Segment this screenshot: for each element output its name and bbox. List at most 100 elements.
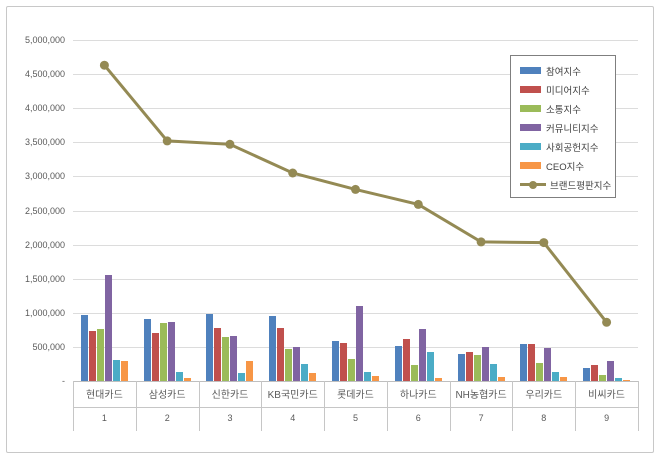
category-rank-label: 6 [415, 413, 421, 423]
legend-item-커뮤니티지수: 커뮤니티지수 [520, 118, 615, 137]
bar-미디어지수 [528, 344, 536, 381]
bar-CEO지수 [434, 377, 442, 381]
category-separator [198, 381, 200, 431]
bar-소통지수 [348, 358, 355, 381]
category-separator [73, 381, 74, 431]
chart-outer-border [6, 6, 654, 453]
bar-CEO지수 [120, 360, 128, 381]
category-rank-label: 7 [478, 413, 484, 423]
bar-미디어지수 [465, 352, 473, 381]
legend-line-marker-icon [520, 180, 546, 189]
category-label: 삼성카드 [148, 390, 186, 401]
category-rank-label: 4 [290, 413, 296, 423]
y-gridline [73, 244, 638, 246]
y-axis-tick-label: 2,000,000 [24, 239, 65, 250]
bar-커뮤니티지수 [356, 306, 363, 381]
bar-커뮤니티지수 [607, 361, 615, 381]
bar-CEO지수 [623, 379, 631, 381]
line-marker [162, 136, 172, 146]
line-marker [99, 60, 109, 70]
y-gridline [73, 40, 638, 41]
legend-item-브랜드평판지수: 브랜드평판지수 [520, 175, 615, 194]
y-axis-tick-label: 4,000,000 [24, 103, 65, 114]
category-rank-label: 1 [101, 413, 107, 423]
legend-item-CEO지수: CEO지수 [520, 156, 615, 175]
legend-item-소통지수: 소통지수 [520, 99, 615, 118]
bar-CEO지수 [183, 378, 191, 381]
y-axis-tick-label: 1,000,000 [24, 307, 65, 318]
category-separator [135, 381, 137, 431]
category-label: 롯데카드 [337, 390, 374, 401]
bar-사회공헌지수 [552, 371, 560, 381]
y-gridline [73, 278, 638, 280]
bar-소통지수 [222, 337, 230, 381]
category-rank-label: 3 [227, 413, 233, 423]
x-axis-line [73, 381, 638, 382]
y-gridline [73, 210, 638, 212]
bar-참여지수 [143, 318, 151, 381]
legend-marker-icon [529, 180, 537, 189]
bar-커뮤니티지수 [167, 321, 175, 381]
bar-사회공헌지수 [489, 363, 497, 381]
category-label: 현대카드 [85, 390, 123, 401]
line-marker [351, 184, 360, 194]
category-level-divider [73, 407, 638, 408]
legend-item-사회공헌지수: 사회공헌지수 [520, 137, 615, 156]
bar-미디어지수 [277, 327, 285, 381]
bar-소통지수 [599, 374, 607, 381]
y-axis-tick-label: 500,000 [32, 341, 65, 352]
legend-swatch-icon [520, 143, 541, 150]
line-marker [413, 199, 423, 209]
bar-CEO지수 [560, 376, 568, 381]
bar-CEO지수 [309, 372, 317, 381]
bar-미디어지수 [402, 338, 410, 381]
category-separator [261, 381, 263, 431]
y-axis-tick-label: 1,500,000 [24, 273, 65, 284]
bar-소통지수 [159, 323, 167, 381]
bar-CEO지수 [246, 361, 254, 381]
y-axis-tick-label: - [62, 376, 65, 386]
bar-커뮤니티지수 [544, 348, 552, 381]
category-separator [324, 381, 326, 431]
legend-label: 커뮤니티지수 [546, 123, 599, 135]
bar-미디어지수 [151, 332, 159, 381]
bar-커뮤니티지수 [230, 336, 238, 381]
category-label: 비씨카드 [588, 390, 625, 401]
bar-사회공헌지수 [301, 363, 309, 381]
y-axis-tick-label: 2,500,000 [24, 205, 65, 216]
category-rank-label: 9 [604, 413, 610, 423]
bar-커뮤니티지수 [104, 274, 112, 381]
legend-swatch-icon [520, 162, 541, 169]
category-label: NH농협카드 [455, 390, 507, 401]
bar-미디어지수 [88, 330, 96, 381]
bar-소통지수 [473, 354, 481, 381]
category-rank-label: 8 [541, 413, 547, 423]
bar-참여지수 [583, 368, 591, 381]
bar-사회공헌지수 [364, 371, 371, 381]
legend-item-참여지수: 참여지수 [520, 61, 615, 80]
bar-참여지수 [457, 353, 465, 381]
bar-소통지수 [536, 362, 544, 381]
bar-미디어지수 [591, 365, 599, 381]
bar-참여지수 [269, 316, 277, 381]
bar-소통지수 [285, 348, 293, 381]
legend-label: 브랜드평판지수 [550, 180, 612, 192]
legend-swatch-icon [520, 67, 541, 74]
bar-사회공헌지수 [426, 352, 434, 381]
bar-커뮤니티지수 [418, 329, 426, 381]
legend-item-미디어지수: 미디어지수 [520, 80, 615, 99]
y-gridline [73, 346, 638, 348]
bar-참여지수 [520, 344, 528, 381]
category-rank-label: 5 [352, 413, 358, 423]
bar-커뮤니티지수 [481, 346, 489, 381]
bar-참여지수 [332, 340, 339, 381]
bar-참여지수 [80, 314, 88, 381]
bar-커뮤니티지수 [293, 346, 301, 381]
bar-사회공헌지수 [615, 377, 623, 381]
category-label: 우리카드 [525, 390, 563, 401]
line-marker [225, 139, 235, 149]
legend-label: 참여지수 [546, 66, 581, 78]
bar-소통지수 [410, 364, 418, 381]
